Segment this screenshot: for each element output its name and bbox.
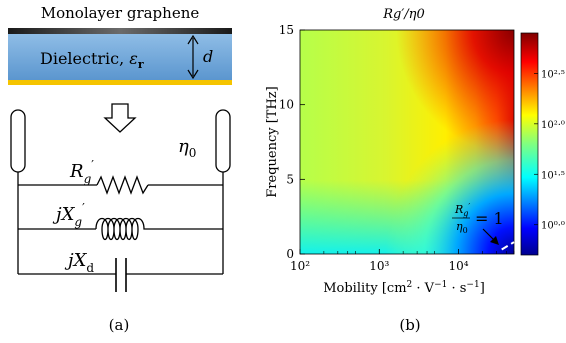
panel-b: Rg′/η0 [265,7,565,334]
x-axis-label: Mobility [cm2 · V−1 · s−1] [323,280,485,296]
caption-a: (a) [109,316,130,334]
colorbar-tick-label: 10¹·⁵ [541,170,565,181]
x-tick-label: 10⁴ [449,259,469,273]
colorbar-ticks: 10⁰·⁰ 10¹·⁵ 10²·⁰ 10²·⁵ [534,69,565,232]
resistor-label: Rg′ [69,158,94,186]
y-tick-label: 0 [286,247,294,261]
svg-text:= 1: = 1 [475,209,504,228]
y-tick-label: 5 [286,172,294,186]
colorbar-tick-label: 10²·⁵ [541,69,565,80]
inductor-label: jXg′ [52,201,85,229]
right-port [215,109,231,173]
plot-frame [299,29,515,255]
circuit-wires [17,172,224,275]
heatmap [300,30,514,254]
ground-plane [8,80,232,85]
colorbar-tick-label: 10⁰·⁰ [541,221,565,232]
svg-text:Rg′: Rg′ [454,202,470,218]
y-tick-label: 10 [279,98,294,112]
thickness-symbol: d [203,47,213,66]
chart-title: Rg′/η0 [382,7,425,22]
x-tick-label: 10³ [369,259,389,273]
graphene-layer [8,28,232,34]
graphene-label: Monolayer graphene [41,4,200,22]
thickness-arrow-head-bottom [187,69,199,80]
y-ticks: 0 5 10 15 [279,23,305,261]
capacitor-label: jXd [64,250,94,275]
y-axis-label: Frequency [THz] [265,86,280,197]
colorbar-tick-label: 10²·⁰ [541,120,565,131]
down-arrow-icon [103,103,137,133]
colorbar [520,32,539,256]
dielectric-label: Dielectric, εr [40,49,144,71]
x-ticks: 10² 10³ 10⁴ [290,249,515,273]
y-tick-label: 15 [279,23,294,37]
left-port [10,109,26,173]
resistor [96,175,149,195]
dielectric-layer [8,34,232,80]
x-tick-label: 10² [290,259,310,273]
thickness-arrow-head-top [187,34,199,45]
panel-a: Monolayer graphene Dielectric, εr d η0 [8,4,232,334]
contour-line [501,241,515,251]
eta0-label: η0 [178,136,196,160]
svg-text:η0: η0 [456,220,468,235]
contour-label: Rg′ η0 = 1 [452,202,504,235]
caption-b: (b) [399,316,420,334]
inductor [95,217,150,241]
contour-pointer-head [490,236,499,245]
